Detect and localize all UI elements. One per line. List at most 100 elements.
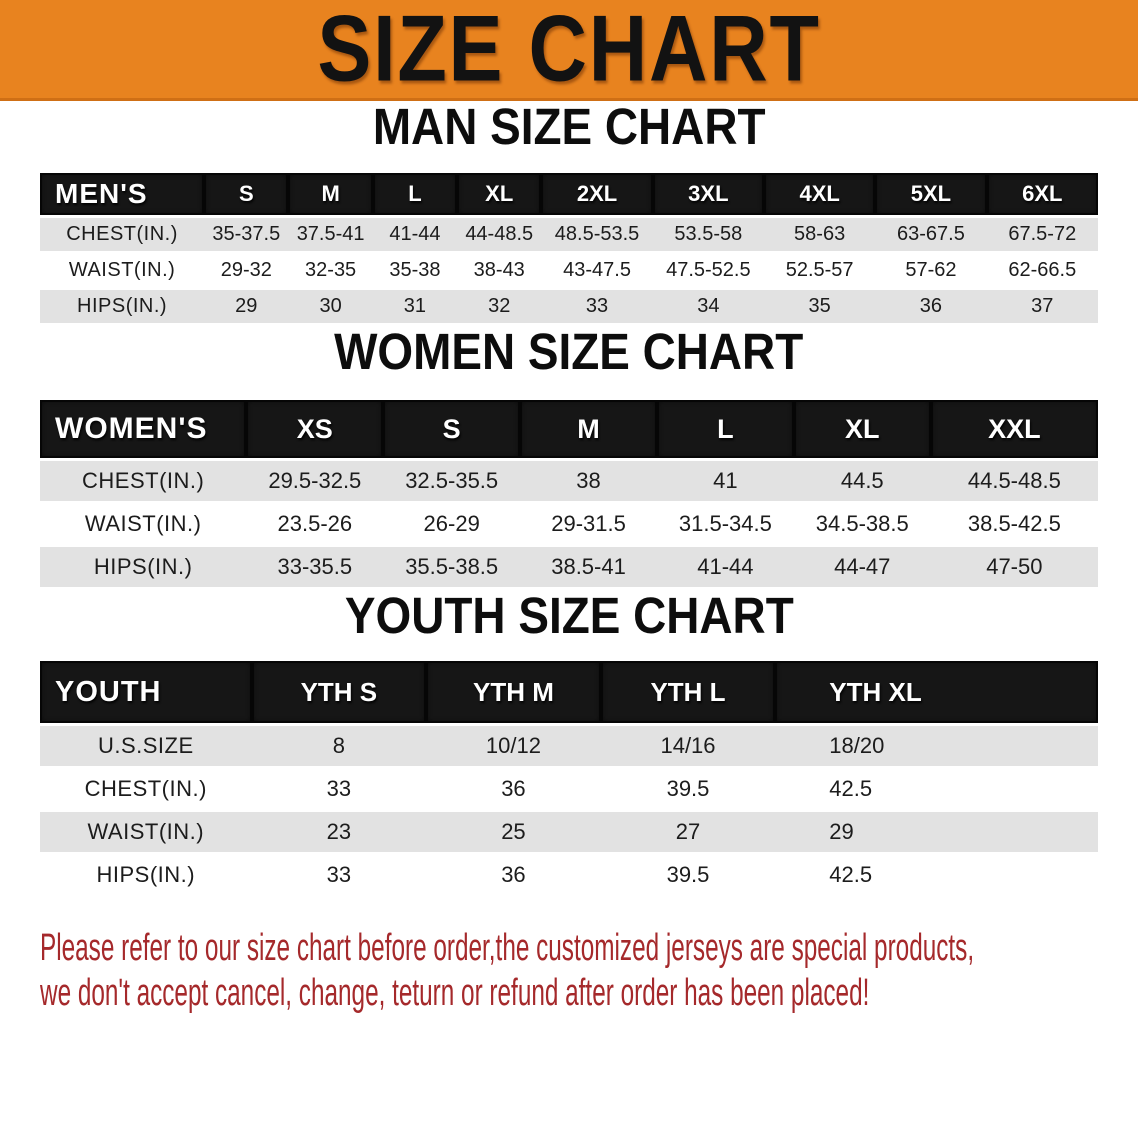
size-cell: 44-47 (793, 547, 931, 587)
size-column-header: M (520, 400, 657, 458)
row-label: WAIST(IN.) (40, 254, 205, 287)
size-cell: 63-67.5 (875, 218, 987, 251)
size-cell: 38.5-41 (520, 547, 657, 587)
row-label: U.S.SIZE (40, 726, 252, 766)
size-cell: 18/20 (775, 726, 1098, 766)
disclaimer-line-2: we don't accept cancel, change, teturn o… (40, 972, 870, 1014)
size-cell: 33 (251, 769, 427, 809)
size-cell: 42.5 (775, 855, 1098, 895)
table-header-row: MEN'S S M L XL 2XL 3XL 4XL 5XL 6XL (40, 173, 1098, 215)
table-row: WAIST(IN.) 23 25 27 29 (40, 812, 1098, 852)
size-cell: 35.5-38.5 (383, 547, 521, 587)
size-cell: 58-63 (763, 218, 876, 251)
size-cell: 38-43 (457, 254, 542, 287)
size-column-header: S (383, 400, 521, 458)
disclaimer-line-1: Please refer to our size chart before or… (40, 927, 975, 969)
size-cell: 67.5-72 (986, 218, 1098, 251)
row-label: WAIST(IN.) (40, 504, 247, 544)
table-group-label: MEN'S (40, 173, 205, 215)
size-cell: 29-32 (204, 254, 289, 287)
table-row: HIPS(IN.) 33 36 39.5 42.5 (40, 855, 1098, 895)
size-cell: 30 (288, 290, 373, 323)
table-header-row: YOUTH YTH S YTH M YTH L YTH XL (40, 661, 1098, 723)
youth-section-heading: YOUTH SIZE CHART (344, 587, 794, 644)
size-cell: 37 (986, 290, 1098, 323)
table-row: WAIST(IN.) 29-32 32-35 35-38 38-43 43-47.5 47.… (40, 254, 1098, 287)
size-column-header: M (288, 173, 373, 215)
size-column-header: 5XL (875, 173, 987, 215)
size-cell: 23.5-26 (246, 504, 384, 544)
women-size-table: WOMEN'S XS S M L XL XXL CHEST(IN.) 29.5-32.5 32.5… (40, 397, 1098, 590)
size-column-header: YTH M (426, 661, 601, 723)
size-cell: 44-48.5 (457, 218, 542, 251)
size-cell: 52.5-57 (763, 254, 876, 287)
mens-table: MEN'S S M L XL 2XL 3XL 4XL 5XL 6XL CHEST(IN.) 35-37… (40, 170, 1098, 326)
size-cell: 47.5-52.5 (652, 254, 764, 287)
table-group-label: WOMEN'S (40, 400, 247, 458)
size-cell: 47-50 (930, 547, 1098, 587)
size-cell: 41 (656, 461, 794, 501)
size-cell: 33 (251, 855, 427, 895)
size-cell: 38.5-42.5 (930, 504, 1098, 544)
men-size-chart-section: MAN SIZE CHART MEN'S S M L XL 2XL 3XL 4XL 5XL 6XL… (0, 101, 1138, 326)
youth-size-table: YOUTH YTH S YTH M YTH L YTH XL U.S.SIZE 8 10/12… (40, 658, 1098, 898)
size-cell: 38 (520, 461, 657, 501)
table-row: U.S.SIZE 8 10/12 14/16 18/20 (40, 726, 1098, 766)
size-column-header: XL (457, 173, 542, 215)
table-row: CHEST(IN.) 29.5-32.5 32.5-35.5 38 41 44.5 44.5… (40, 461, 1098, 501)
size-cell: 37.5-41 (288, 218, 373, 251)
size-cell: 31.5-34.5 (656, 504, 794, 544)
women-section-heading: WOMEN SIZE CHART (334, 323, 804, 380)
row-label: HIPS(IN.) (40, 290, 205, 323)
size-cell: 23 (251, 812, 427, 852)
size-cell: 62-66.5 (986, 254, 1098, 287)
size-cell: 36 (426, 769, 601, 809)
size-column-header: XL (793, 400, 931, 458)
size-cell: 39.5 (600, 855, 776, 895)
size-column-header: XS (246, 400, 384, 458)
row-label: CHEST(IN.) (40, 218, 205, 251)
row-label: CHEST(IN.) (40, 461, 247, 501)
size-cell: 43-47.5 (541, 254, 653, 287)
size-column-header: L (656, 400, 794, 458)
order-disclaimer: Please refer to our size chart before or… (40, 926, 1138, 1016)
table-row: HIPS(IN.) 33-35.5 35.5-38.5 38.5-41 41-44 44-… (40, 547, 1098, 587)
size-column-header: L (372, 173, 458, 215)
size-column-header: XXL (930, 400, 1098, 458)
size-column-header: 6XL (986, 173, 1098, 215)
size-cell: 29 (775, 812, 1098, 852)
size-cell: 36 (875, 290, 987, 323)
size-cell: 34 (652, 290, 764, 323)
size-cell: 33 (541, 290, 653, 323)
size-cell: 42.5 (775, 769, 1098, 809)
size-cell: 53.5-58 (652, 218, 764, 251)
size-cell: 34.5-38.5 (793, 504, 931, 544)
row-label: WAIST(IN.) (40, 812, 252, 852)
size-cell: 44.5-48.5 (930, 461, 1098, 501)
size-cell: 8 (251, 726, 427, 766)
size-cell: 41-44 (656, 547, 794, 587)
size-cell: 33-35.5 (246, 547, 384, 587)
size-cell: 35-37.5 (204, 218, 289, 251)
size-cell: 48.5-53.5 (541, 218, 653, 251)
size-column-header: 2XL (541, 173, 653, 215)
size-cell: 26-29 (383, 504, 521, 544)
table-row: CHEST(IN.) 35-37.5 37.5-41 41-44 44-48.5 48.5… (40, 218, 1098, 251)
youth-table: YOUTH YTH S YTH M YTH L YTH XL U.S.SIZE 8 10/12… (40, 658, 1098, 898)
size-column-header: S (204, 173, 289, 215)
table-row: WAIST(IN.) 23.5-26 26-29 29-31.5 31.5-34.5 34… (40, 504, 1098, 544)
youth-size-chart-section: YOUTH SIZE CHART YOUTH YTH S YTH M YTH L YTH… (0, 590, 1138, 898)
size-cell: 25 (426, 812, 601, 852)
size-column-header: YTH S (251, 661, 427, 723)
size-cell: 29 (204, 290, 289, 323)
size-chart-banner: SIZE CHART (0, 0, 1138, 101)
size-chart-body: MAN SIZE CHART MEN'S S M L XL 2XL 3XL 4XL 5XL 6XL… (0, 101, 1138, 898)
row-label: HIPS(IN.) (40, 855, 252, 895)
table-row: CHEST(IN.) 33 36 39.5 42.5 (40, 769, 1098, 809)
size-column-header: 3XL (652, 173, 764, 215)
size-cell: 10/12 (426, 726, 601, 766)
size-column-header: YTH XL (775, 661, 1098, 723)
size-column-header: YTH L (600, 661, 776, 723)
row-label: HIPS(IN.) (40, 547, 247, 587)
size-cell: 27 (600, 812, 776, 852)
